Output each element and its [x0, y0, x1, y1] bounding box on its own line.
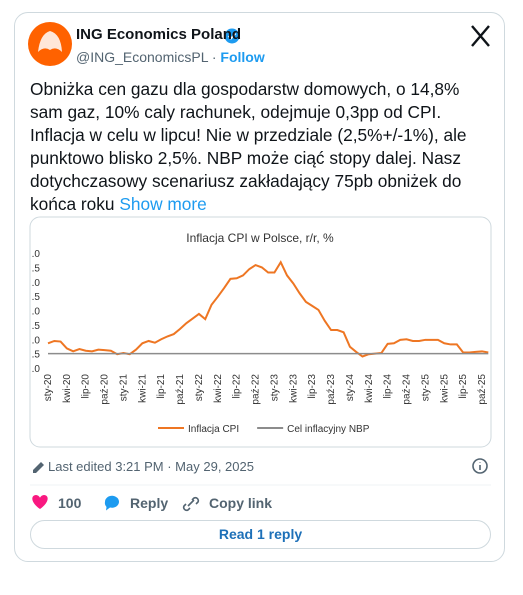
follow-button[interactable]: Follow — [220, 49, 265, 65]
y-tick-label: .5 — [32, 292, 41, 303]
x-tick-label: lip-25 — [458, 374, 469, 399]
show-more[interactable]: Show more — [119, 194, 207, 214]
author-handle: @ING_EconomicsPL · Follow — [76, 49, 265, 65]
x-tick-label: paź-25 — [477, 374, 488, 405]
x-tick-label: paź-23 — [326, 374, 337, 405]
verified-check — [227, 32, 237, 40]
verified-badge — [224, 28, 240, 44]
x-logo[interactable] — [471, 25, 490, 47]
y-tick-label: .5 — [32, 263, 41, 274]
x-tick-label: paź-22 — [251, 374, 262, 405]
series-line — [47, 260, 489, 358]
y-tick-label: .5 — [32, 350, 41, 361]
chart: Inflacja CPI w Polsce, r/r, % .0 .5 .0 .5 .0… — [32, 231, 489, 435]
legend-label: Cel inflacyjny NBP — [287, 424, 370, 435]
x-tick-label: sty-25 — [420, 374, 431, 402]
avatar-lion — [38, 31, 62, 52]
x-tick-label: kwi-21 — [137, 374, 148, 403]
copy-link[interactable]: Copy link — [209, 495, 273, 511]
y-tick-label: .5 — [32, 321, 41, 332]
chart-title: Inflacja CPI w Polsce, r/r, % — [186, 231, 334, 245]
y-tick-label: .0 — [32, 278, 41, 289]
x-tick-label: sty-20 — [43, 374, 54, 402]
tweet-card — [14, 12, 505, 562]
x-tick-label: kwi-23 — [288, 374, 299, 403]
y-tick-label: .0 — [32, 364, 41, 375]
info-icon[interactable] — [472, 458, 488, 474]
x-tick-label: lip-23 — [307, 374, 318, 399]
x-tick-label: lip-24 — [383, 374, 394, 399]
legend-label: Inflacja CPI — [188, 424, 239, 435]
heart-icon[interactable] — [32, 495, 48, 509]
media-frame[interactable] — [29, 216, 492, 448]
edited-note[interactable]: Last edited 3:21 PM · May 29, 2025 — [48, 459, 254, 474]
handle[interactable]: @ING_EconomicsPL — [76, 49, 208, 65]
y-tick-label: .0 — [32, 307, 41, 318]
x-tick-label: kwi-25 — [439, 374, 450, 403]
reply-button[interactable]: Reply — [130, 495, 169, 511]
x-tick-label: sty-21 — [118, 374, 129, 402]
reply-icon[interactable] — [104, 495, 119, 511]
x-tick-label: paź-20 — [100, 374, 111, 405]
x-tick-label: sty-23 — [269, 374, 280, 402]
y-tick-label: .0 — [32, 335, 41, 346]
tweet-text: Obniżka cen gazu dla gospodarstw domowyc… — [30, 78, 494, 216]
x-tick-label: lip-20 — [81, 374, 92, 399]
tweet-body: Obniżka cen gazu dla gospodarstw domowyc… — [30, 79, 467, 214]
x-tick-label: kwi-20 — [62, 374, 73, 403]
separator: · — [211, 49, 217, 65]
x-tick-label: kwi-22 — [213, 374, 224, 403]
x-tick-label: lip-22 — [232, 374, 243, 399]
x-tick-label: sty-24 — [345, 374, 356, 402]
author-name[interactable]: ING Economics Poland — [76, 26, 242, 43]
edit-icon — [33, 462, 44, 473]
y-tick-label: .0 — [32, 249, 41, 260]
x-tick-label: sty-22 — [194, 374, 205, 402]
x-tick-label: paź-21 — [175, 374, 186, 405]
x-tick-label: lip-21 — [156, 374, 167, 399]
x-tick-label: paź-24 — [402, 374, 413, 405]
read-replies[interactable]: Read 1 reply — [30, 520, 491, 549]
like-count[interactable]: 100 — [58, 495, 82, 511]
x-tick-label: kwi-24 — [364, 374, 375, 403]
link-icon[interactable] — [182, 496, 200, 512]
